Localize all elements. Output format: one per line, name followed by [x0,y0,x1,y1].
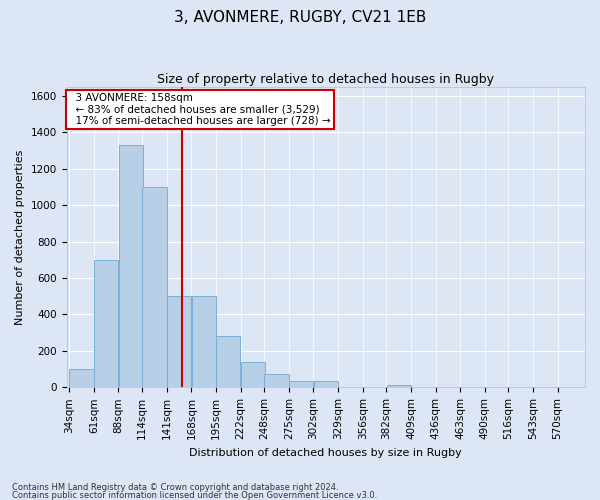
Bar [191,296,216,388]
Text: 3, AVONMERE, RUGBY, CV21 1EB: 3, AVONMERE, RUGBY, CV21 1EB [174,10,426,25]
Bar [70,369,94,388]
Bar [265,374,289,388]
Bar [216,336,241,388]
Text: Contains HM Land Registry data © Crown copyright and database right 2024.: Contains HM Land Registry data © Crown c… [12,484,338,492]
Bar [94,260,118,388]
Y-axis label: Number of detached properties: Number of detached properties [15,150,25,324]
Bar [289,381,313,388]
Bar [119,145,143,388]
Title: Size of property relative to detached houses in Rugby: Size of property relative to detached ho… [157,72,494,86]
Bar [241,362,265,388]
Bar [314,381,338,388]
Bar [167,296,191,388]
Bar [142,187,167,388]
Text: 3 AVONMERE: 158sqm
  ← 83% of detached houses are smaller (3,529)
  17% of semi-: 3 AVONMERE: 158sqm ← 83% of detached hou… [69,92,331,126]
Text: Contains public sector information licensed under the Open Government Licence v3: Contains public sector information licen… [12,490,377,500]
Bar [386,384,411,388]
X-axis label: Distribution of detached houses by size in Rugby: Distribution of detached houses by size … [190,448,462,458]
